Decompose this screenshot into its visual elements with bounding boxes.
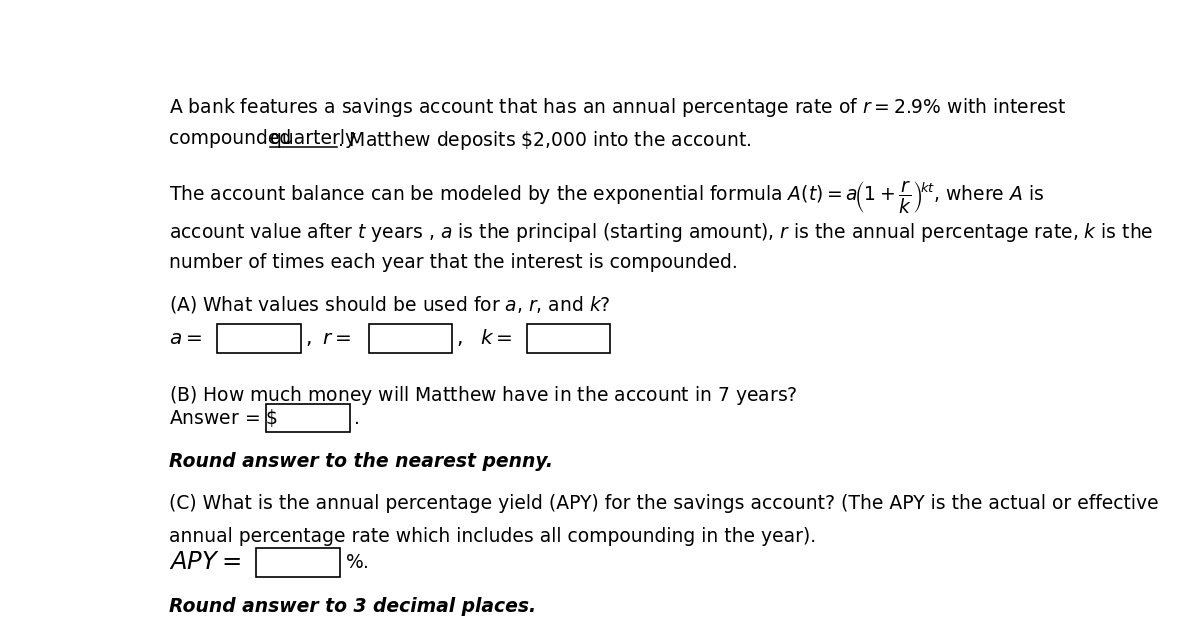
Text: $a = $: $a = $: [168, 329, 202, 348]
Text: The account balance can be modeled by the exponential formula $A(t) = a\!\left(1: The account balance can be modeled by th…: [168, 179, 1044, 215]
Text: Round answer to the nearest penny.: Round answer to the nearest penny.: [168, 452, 553, 470]
FancyBboxPatch shape: [368, 324, 452, 353]
Text: ,: ,: [457, 329, 463, 348]
Text: quarterly: quarterly: [270, 129, 355, 148]
Text: $\%$.: $\%$.: [346, 553, 368, 572]
Text: Answer = $\$$: Answer = $\$$: [168, 407, 277, 430]
Text: ,: ,: [305, 329, 312, 348]
Text: account value after $t$ years , $a$ is the principal (starting amount), $r$ is t: account value after $t$ years , $a$ is t…: [168, 221, 1153, 243]
Text: annual percentage rate which includes all compounding in the year).: annual percentage rate which includes al…: [168, 527, 816, 546]
Text: .: .: [354, 408, 360, 428]
Text: $r = $: $r = $: [322, 329, 350, 348]
FancyBboxPatch shape: [527, 324, 611, 353]
Text: (A) What values should be used for $a$, $r$, and $k$?: (A) What values should be used for $a$, …: [168, 294, 611, 315]
Text: . Matthew deposits $\$2{,}000$ into the account.: . Matthew deposits $\$2{,}000$ into the …: [337, 129, 751, 152]
Text: A bank features a savings account that has an annual percentage rate of $r = 2.9: A bank features a savings account that h…: [168, 96, 1066, 119]
Text: $\mathit{APY} = $: $\mathit{APY} = $: [168, 551, 240, 574]
Text: (C) What is the annual percentage yield (APY) for the savings account? (The APY : (C) What is the annual percentage yield …: [168, 494, 1158, 514]
FancyBboxPatch shape: [266, 404, 350, 433]
Text: (B) How much money will Matthew have in the account in $7$ years?: (B) How much money will Matthew have in …: [168, 384, 797, 407]
Text: $k = $: $k = $: [480, 329, 512, 348]
Text: Round answer to 3 decimal places.: Round answer to 3 decimal places.: [168, 596, 535, 616]
FancyBboxPatch shape: [256, 548, 340, 577]
FancyBboxPatch shape: [217, 324, 301, 353]
Text: compounded: compounded: [168, 129, 296, 148]
Text: number of times each year that the interest is compounded.: number of times each year that the inter…: [168, 253, 737, 272]
